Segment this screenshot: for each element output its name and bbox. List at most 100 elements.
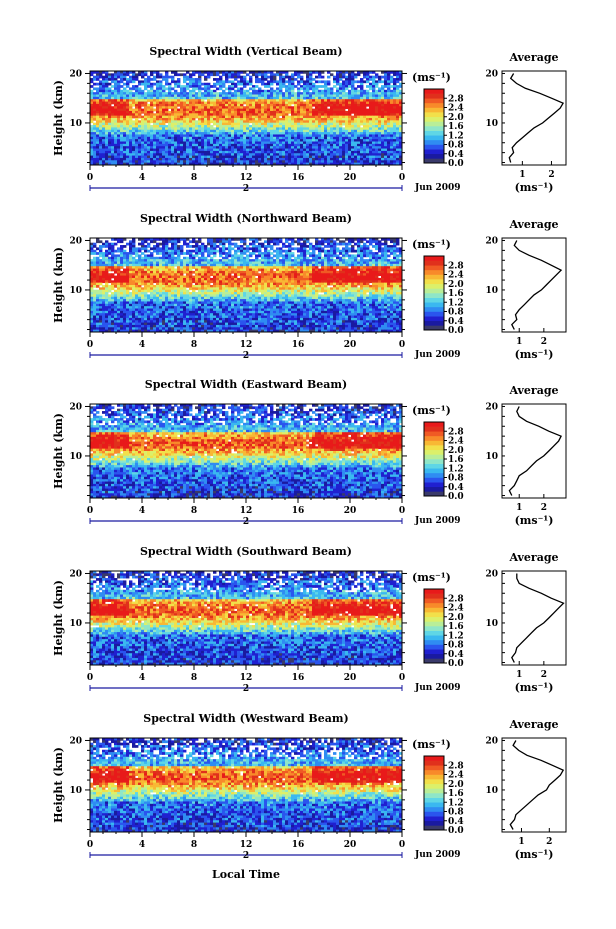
heatmap-cell	[384, 95, 387, 98]
heatmap-cell	[315, 149, 318, 152]
heatmap-cell	[327, 123, 330, 126]
heatmap-cell	[111, 153, 114, 156]
heatmap-cell	[102, 111, 105, 114]
heatmap-cell	[153, 78, 156, 81]
heatmap-cell	[192, 127, 195, 130]
heatmap-cell	[348, 99, 351, 102]
heatmap-cell	[141, 144, 144, 147]
heatmap-cell	[183, 73, 186, 76]
heatmap-cell	[390, 85, 393, 88]
heatmap-cell	[291, 134, 294, 137]
heatmap-cell	[201, 149, 204, 152]
heatmap-cell	[276, 160, 279, 163]
heatmap-cell	[189, 120, 192, 123]
heatmap-cell	[321, 106, 324, 109]
heatmap-cell	[108, 153, 111, 156]
heatmap-cell	[90, 85, 93, 88]
heatmap-cell	[219, 151, 222, 154]
heatmap-cell	[237, 125, 240, 128]
heatmap-cell	[168, 92, 171, 95]
heatmap-cell	[243, 83, 246, 86]
heatmap-cell	[144, 254, 147, 257]
heatmap-cell	[216, 95, 219, 98]
heatmap-cell	[384, 90, 387, 93]
heatmap-cell	[297, 250, 300, 253]
heatmap-cell	[249, 151, 252, 154]
heatmap-cell	[363, 116, 366, 119]
heatmap-cell	[231, 156, 234, 159]
heatmap-cell	[111, 151, 114, 154]
heatmap-cell	[309, 243, 312, 246]
heatmap-cell	[150, 73, 153, 76]
heatmap-cell	[348, 264, 351, 267]
heatmap-cell	[105, 144, 108, 147]
heatmap-cell	[345, 106, 348, 109]
heatmap-cell	[327, 151, 330, 154]
heatmap-cell	[387, 125, 390, 128]
heatmap-cell	[186, 83, 189, 86]
heatmap-cell	[288, 257, 291, 260]
heatmap-cell	[129, 259, 132, 262]
heatmap-cell	[273, 139, 276, 142]
heatmap-cell	[117, 257, 120, 260]
heatmap-cell	[99, 125, 102, 128]
heatmap-cell	[372, 245, 375, 248]
heatmap-cell	[300, 149, 303, 152]
heatmap-cell	[297, 146, 300, 149]
heatmap-cell	[180, 97, 183, 100]
heatmap-cell	[177, 127, 180, 130]
heatmap-cell	[282, 134, 285, 137]
heatmap-cell	[225, 92, 228, 95]
heatmap-cell	[366, 149, 369, 152]
heatmap-cell	[222, 113, 225, 116]
heatmap-cell	[231, 87, 234, 90]
heatmap-cell	[180, 250, 183, 253]
heatmap-cell	[366, 85, 369, 88]
heatmap-cell	[309, 130, 312, 133]
heatmap-cell	[294, 132, 297, 135]
heatmap-cell	[363, 111, 366, 114]
heatmap-cell	[108, 160, 111, 163]
heatmap-cell	[129, 146, 132, 149]
heatmap-cell	[210, 116, 213, 119]
heatmap-cell	[330, 245, 333, 248]
heatmap-cell	[129, 80, 132, 83]
heatmap-cell	[96, 123, 99, 126]
heatmap-cell	[240, 99, 243, 102]
heatmap-cell	[183, 113, 186, 116]
heatmap-cell	[264, 262, 267, 265]
heatmap-cell	[387, 142, 390, 145]
heatmap-cell	[111, 252, 114, 255]
heatmap-cell	[321, 99, 324, 102]
heatmap-cell	[189, 73, 192, 76]
heatmap-cell	[231, 118, 234, 121]
heatmap-cell	[261, 106, 264, 109]
heatmap-cell	[267, 130, 270, 133]
heatmap-cell	[372, 76, 375, 79]
heatmap-cell	[102, 97, 105, 100]
heatmap-cell	[243, 130, 246, 133]
heatmap-cell	[366, 259, 369, 262]
heatmap-cell	[129, 78, 132, 81]
heatmap-cell	[267, 243, 270, 246]
heatmap-cell	[336, 109, 339, 112]
heatmap-cell	[384, 137, 387, 140]
heatmap-cell	[111, 106, 114, 109]
heatmap-cell	[135, 113, 138, 116]
heatmap-cell	[108, 252, 111, 255]
heatmap-cell	[189, 92, 192, 95]
heatmap-cell	[303, 116, 306, 119]
heatmap-cell	[237, 102, 240, 105]
heatmap-cell	[351, 78, 354, 81]
heatmap-cell	[339, 92, 342, 95]
heatmap-cell	[288, 142, 291, 145]
heatmap-cell	[189, 153, 192, 156]
heatmap-cell	[345, 254, 348, 257]
heatmap-cell	[285, 134, 288, 137]
heatmap-cell	[189, 139, 192, 142]
heatmap-cell	[318, 257, 321, 260]
heatmap-cell	[105, 146, 108, 149]
heatmap-cell	[237, 80, 240, 83]
heatmap-cell	[333, 123, 336, 126]
heatmap-cell	[372, 92, 375, 95]
